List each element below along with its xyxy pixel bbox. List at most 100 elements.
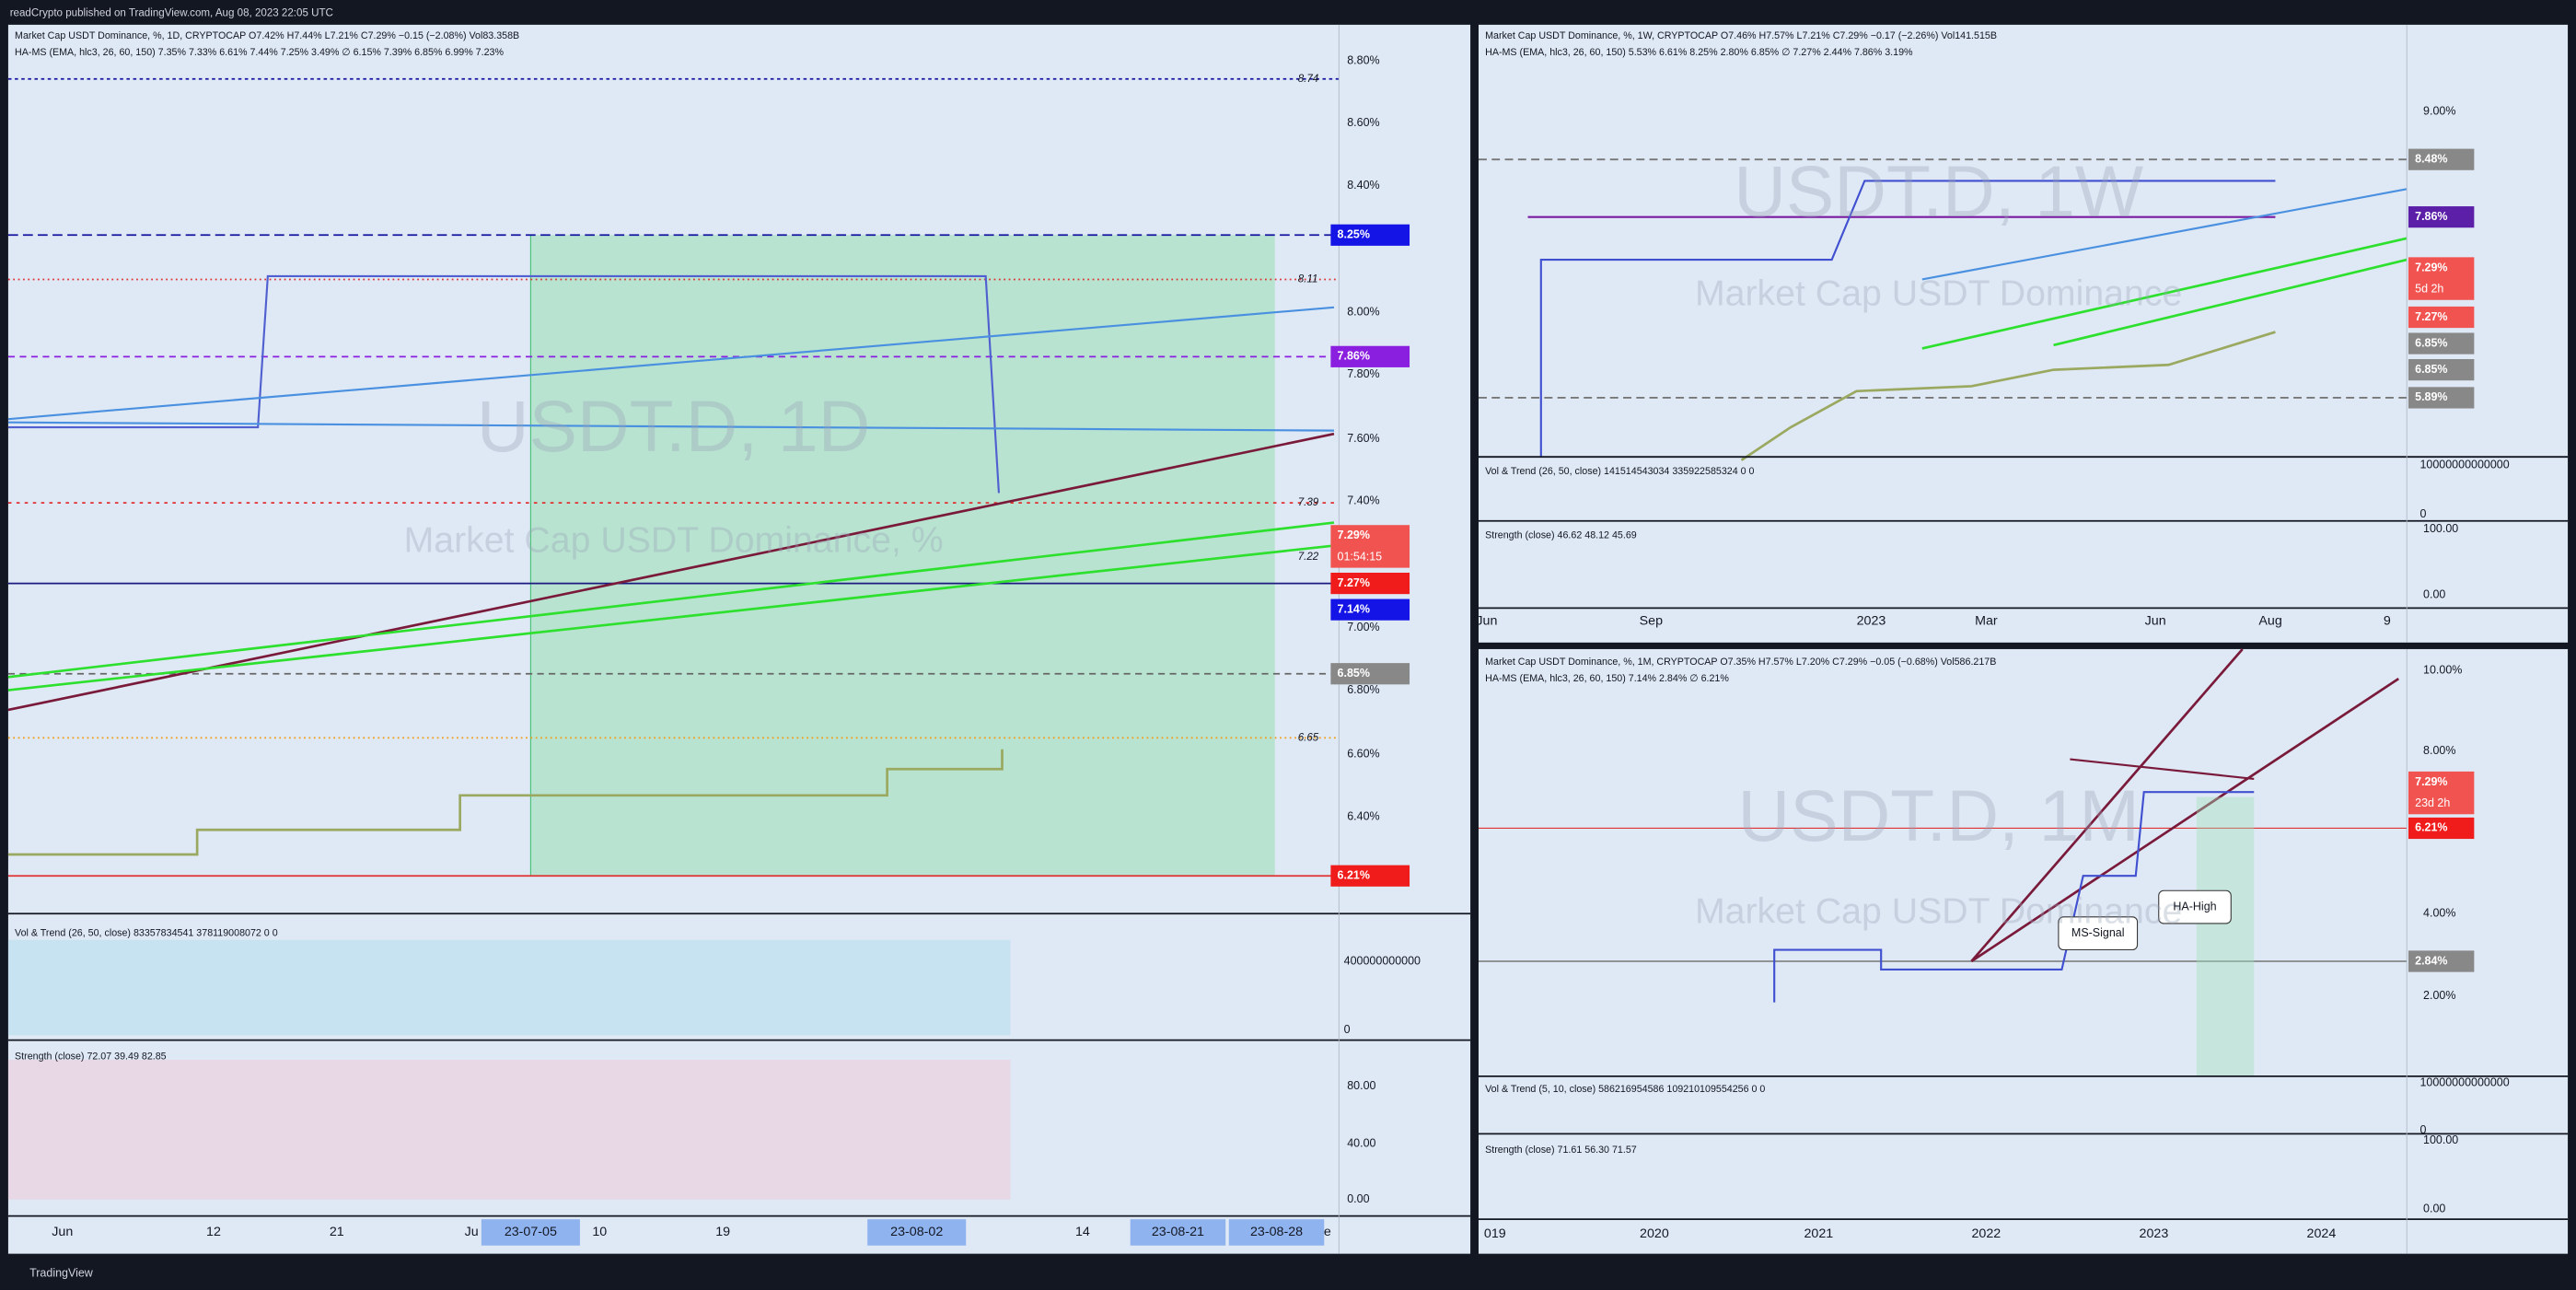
trend-line	[7, 306, 1335, 421]
price-tag	[2408, 817, 2475, 840]
trend-line	[2070, 758, 2255, 780]
price-axis-label: 8.60%	[1347, 116, 1379, 129]
time-highlight-label: 23-07-05	[505, 1225, 557, 1239]
time-axis-label: 2020	[1640, 1226, 1669, 1241]
price-tag	[2408, 206, 2475, 228]
strength-axis-label: 0.00	[1347, 1192, 1369, 1205]
price-tag	[1330, 599, 1410, 621]
price-tag	[2408, 306, 2475, 329]
trend-line	[1970, 648, 2244, 962]
price-tag-label: 6.21%	[1338, 869, 1370, 882]
legend-line: Market Cap USDT Dominance, %, 1D, CRYPTO…	[15, 30, 519, 41]
ema-line	[7, 749, 1004, 856]
price-tag-label: 7.27%	[1338, 576, 1370, 589]
time-axis-label: 2021	[1804, 1226, 1833, 1241]
time-axis-label: 14	[1075, 1225, 1090, 1239]
time-highlight-label: 23-08-21	[1152, 1225, 1204, 1239]
brand: TradingView	[29, 1266, 94, 1279]
price-tag	[1330, 572, 1410, 595]
price-tag	[1330, 865, 1410, 887]
price-tag-label: 2.84%	[2415, 954, 2447, 967]
price-tag	[2408, 332, 2475, 354]
time-axis-label: 9	[2384, 613, 2391, 628]
price-tag	[1330, 224, 1410, 246]
time-axis-label: 10	[592, 1225, 607, 1239]
time-axis-label: Ju	[465, 1225, 479, 1239]
ms-line	[1773, 791, 2255, 1003]
price-tag	[1330, 663, 1410, 685]
trend-line	[7, 544, 1335, 691]
vol-band	[7, 939, 1011, 1036]
ema-line	[1740, 331, 2276, 461]
legend-line: HA-MS (EMA, hlc3, 26, 60, 150) 7.14% 2.8…	[1485, 673, 1729, 684]
strength-axis-label: 80.00	[1347, 1079, 1375, 1092]
price-tag-label: 7.27%	[2415, 310, 2447, 323]
panel-1m	[1478, 648, 2569, 1254]
price-tag-label: 7.14%	[1338, 602, 1370, 615]
price-tag-label: 7.29%	[1338, 529, 1370, 541]
price-axis-label: 10.00%	[2423, 663, 2462, 676]
strength-legend: Strength (close) 46.62 48.12 45.69	[1485, 530, 1637, 541]
panel-1w	[1478, 24, 2569, 643]
strength-axis-label: 0.00	[2423, 587, 2445, 600]
legend-line: HA-MS (EMA, hlc3, 26, 60, 150) 5.53% 6.6…	[1485, 47, 1913, 58]
price-tag-countdown: 23d 2h	[2415, 796, 2450, 809]
price-tag-label: 7.29%	[2415, 775, 2447, 788]
price-axis-label: 2.00%	[2423, 989, 2455, 1002]
time-axis-label: 2023	[2140, 1226, 2169, 1241]
price-tag-label: 6.85%	[1338, 667, 1370, 680]
price-tag	[1330, 525, 1410, 568]
vol-axis-label: 0	[1344, 1023, 1351, 1036]
price-tag	[2408, 148, 2475, 170]
time-axis-label: 2024	[2307, 1226, 2337, 1241]
price-axis-label: 8.40%	[1347, 179, 1379, 192]
trend-line	[1921, 188, 2408, 281]
price-tag-label: 8.48%	[2415, 152, 2447, 165]
time-axis-label: Aug	[2258, 613, 2281, 628]
time-highlight	[481, 1219, 580, 1246]
price-axis-label: 7.60%	[1347, 432, 1379, 445]
ms-line	[1539, 180, 2276, 458]
price-tag-label: 5.89%	[2415, 390, 2447, 403]
price-axis-label: 7.80%	[1347, 367, 1379, 380]
price-tag	[1330, 345, 1410, 367]
price-tag-label: 7.86%	[2415, 210, 2447, 223]
line-label: 7.22	[1298, 552, 1319, 563]
line-label: 8.74	[1298, 74, 1319, 85]
price-tag-label: 6.85%	[2415, 336, 2447, 349]
ms-line	[7, 274, 1001, 494]
time-axis-label: 19	[715, 1225, 730, 1239]
line-label: 7.39	[1298, 497, 1319, 508]
strength-legend: Strength (close) 71.61 56.30 71.57	[1485, 1145, 1637, 1156]
price-tag-label: 6.21%	[2415, 821, 2447, 834]
trend-line	[2053, 258, 2408, 347]
price-tag-label: 6.85%	[2415, 363, 2447, 376]
strength-band	[7, 1060, 1011, 1200]
vol-legend: Vol & Trend (26, 50, close) 83357834541 …	[15, 927, 278, 938]
price-axis-label: 8.00%	[1347, 305, 1379, 318]
publish-info: readCrypto published on TradingView.com,…	[10, 7, 333, 18]
time-highlight	[1130, 1219, 1226, 1246]
watermark: Market Cap USDT Dominance, %	[404, 519, 944, 560]
price-tag	[2408, 257, 2475, 300]
time-highlight	[867, 1219, 967, 1246]
time-axis-label: Mar	[1975, 613, 1998, 628]
strength-axis-label: 100.00	[2423, 522, 2458, 535]
price-tag-countdown: 5d 2h	[2415, 282, 2443, 295]
strength-legend: Strength (close) 72.07 39.49 82.85	[15, 1051, 167, 1062]
strength-axis-label: 40.00	[1347, 1136, 1375, 1149]
time-highlight	[1228, 1219, 1325, 1246]
price-tag	[2408, 359, 2475, 381]
price-tag	[2408, 771, 2475, 815]
vol-axis-label: 400000000000	[1344, 954, 1421, 967]
price-axis-label: 4.00%	[2423, 907, 2455, 920]
trend-line	[7, 432, 1335, 712]
vol-axis-label: 0	[2419, 507, 2426, 520]
line-label: 8.11	[1298, 274, 1318, 285]
watermark: USDT.D, 1M	[1738, 775, 2140, 856]
time-axis-label: 2023	[1857, 613, 1886, 628]
callout: HA-High	[2173, 900, 2216, 912]
callout-box	[2158, 889, 2232, 924]
time-axis-label: 019	[1484, 1226, 1506, 1241]
